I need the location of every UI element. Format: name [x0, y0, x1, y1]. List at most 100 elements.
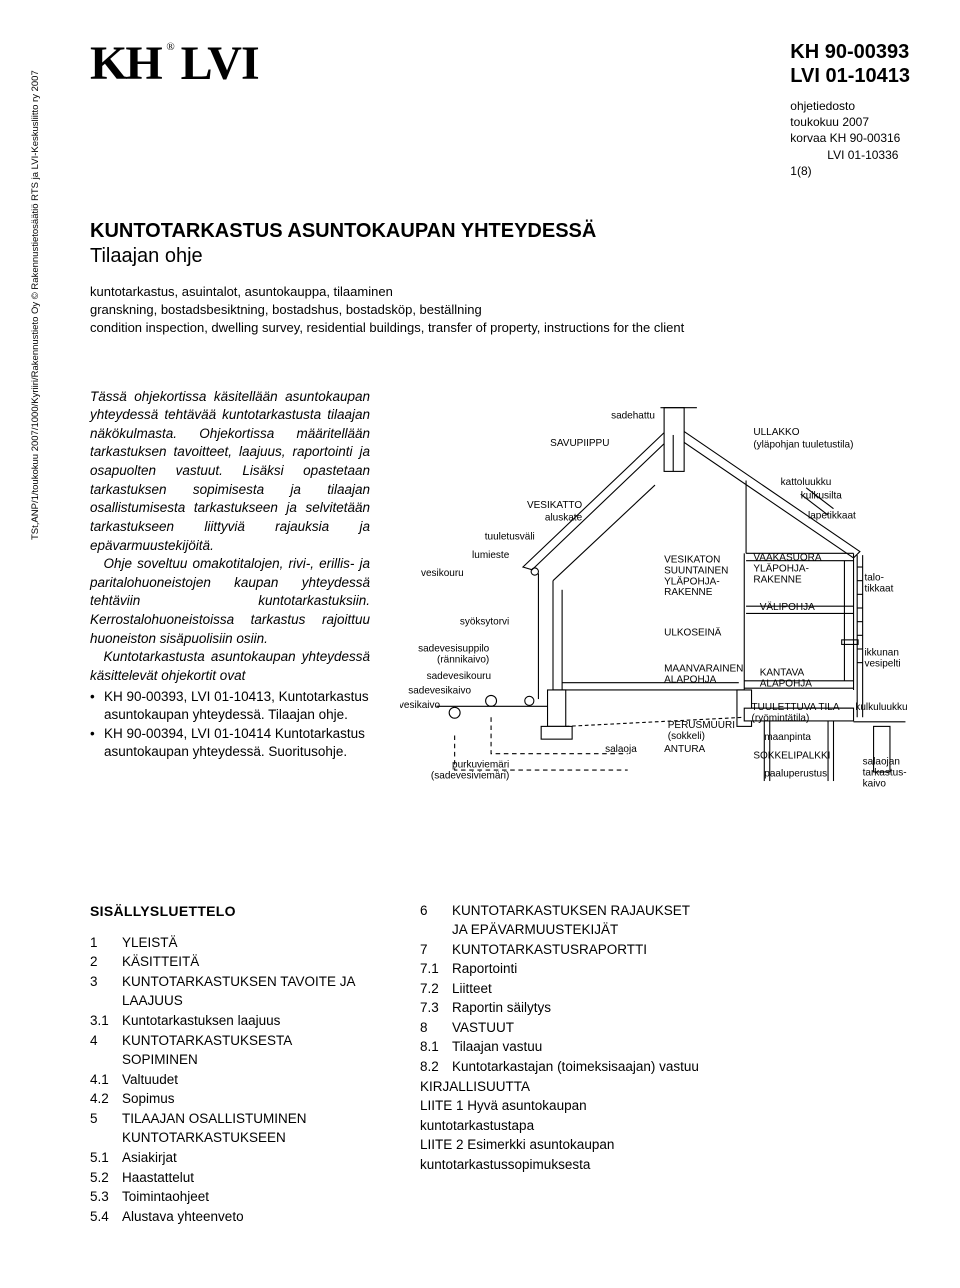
diagram-label: maanpinta	[764, 732, 811, 743]
toc-num: 8.2	[420, 1057, 452, 1077]
toc-num: 5.4	[90, 1207, 122, 1227]
toc-row: 5.3Toimintaohjeet	[90, 1187, 370, 1207]
diagram-label: kattoluukku	[781, 477, 832, 488]
diagram-label: kulkuluukku	[855, 702, 907, 713]
toc-row: 8.2Kuntotarkastajan (toimeksisaajan) vas…	[420, 1057, 700, 1077]
diagram-label: syöksytorvi	[460, 616, 509, 627]
toc-label: YLEISTÄ	[122, 933, 370, 953]
toc-label: TILAAJAN OSALLISTUMINEN KUNTOTARKASTUKSE…	[122, 1109, 370, 1148]
toc-num: 2	[90, 952, 122, 972]
toc-label: KUNTOTARKASTUSRAPORTTI	[452, 940, 700, 960]
toc-label: Alustava yhteenveto	[122, 1207, 370, 1227]
intro-bullet-1: KH 90-00393, LVI 01-10413, Kuntotarkastu…	[90, 688, 370, 725]
diagram-label: YLÄPOHJA-	[664, 575, 720, 587]
diagram-label: VESIKATON	[664, 554, 720, 565]
diagram-label: SOKKELIPALKKI	[753, 750, 830, 761]
toc-row: 8.1Tilaajan vastuu	[420, 1037, 700, 1057]
intro-bullet-2: KH 90-00394, LVI 01-10414 Kuntotarkastus…	[90, 725, 370, 762]
logo-registered: ®	[166, 42, 172, 53]
toc-row: 5.4Alustava yhteenveto	[90, 1207, 370, 1227]
toc-row: 7.3Raportin säilytys	[420, 998, 700, 1018]
toc-row: 7.1Raportointi	[420, 959, 700, 979]
doc-meta: ohjetiedosto toukokuu 2007 korvaa KH 90-…	[790, 98, 910, 179]
logo-group: KH ® LVI	[90, 40, 259, 88]
intro-bullets: KH 90-00393, LVI 01-10413, Kuntotarkastu…	[90, 688, 370, 763]
meta-replaces-2: LVI 01-10336	[790, 147, 910, 163]
diagram-label: VAAKASUORA	[753, 552, 821, 563]
diagram-label: ALAPOHJA	[760, 678, 813, 689]
toc-label: VASTUUT	[452, 1018, 700, 1038]
header: KH ® LVI KH 90-00393 LVI 01-10413 ohjeti…	[90, 40, 910, 179]
diagram-label: perusvesikaivo	[400, 700, 440, 711]
toc-label: Toimintaohjeet	[122, 1187, 370, 1207]
toc: SISÄLLYSLUETTELO 1YLEISTÄ2KÄSITTEITÄ3KUN…	[90, 901, 910, 1227]
toc-row: 6KUNTOTARKASTUKSEN RAJAUKSET JA EPÄVARMU…	[420, 901, 700, 940]
toc-label: Sopimus	[122, 1089, 370, 1109]
toc-row: 5TILAAJAN OSALLISTUMINEN KUNTOTARKASTUKS…	[90, 1109, 370, 1148]
diagram-label: kulkusilta	[801, 490, 843, 501]
diagram-label: VESIKATTO	[527, 499, 582, 510]
meta-page: 1(8)	[790, 163, 910, 179]
diagram-label: SAVUPIIPPU	[550, 437, 609, 448]
diagram-label: lapetikkaat	[808, 510, 856, 521]
diagram-label: ANTURA	[664, 743, 705, 754]
diagram-label: kaivo	[863, 778, 887, 789]
meta-type: ohjetiedosto	[790, 98, 910, 114]
keywords-sv: granskning, bostadsbesiktning, bostadshu…	[90, 301, 730, 319]
logo-kh: KH ®	[90, 40, 161, 88]
toc-row: 1YLEISTÄ	[90, 933, 370, 953]
diagram-label: (sadevesiviemäri)	[431, 770, 509, 781]
diagram-label: PERUSMUURI	[668, 720, 735, 731]
diagram-label: sadevesikouru	[427, 671, 491, 682]
toc-label: Tilaajan vastuu	[452, 1037, 700, 1057]
toc-row: 7.2Liitteet	[420, 979, 700, 999]
main-title: KUNTOTARKASTUS ASUNTOKAUPAN YHTEYDESSÄ	[90, 219, 910, 244]
sub-title: Tilaajan ohje	[90, 244, 910, 269]
toc-num: 3.1	[90, 1011, 122, 1031]
logo-kh-text: KH	[90, 37, 161, 90]
diagram-label: (rännikaivo)	[437, 654, 489, 665]
toc-num: 3	[90, 972, 122, 1011]
diagram-label: YLÄPOHJA-	[753, 562, 809, 574]
toc-row: 7KUNTOTARKASTUSRAPORTTI	[420, 940, 700, 960]
diagram-label: RAKENNE	[753, 574, 802, 585]
toc-row: 4.2Sopimus	[90, 1089, 370, 1109]
toc-num: 4.1	[90, 1070, 122, 1090]
diagram-label: SUUNTAINEN	[664, 565, 728, 576]
toc-num: 7.1	[420, 959, 452, 979]
diagram-label: tarkastus-	[863, 767, 907, 778]
toc-num: 7.3	[420, 998, 452, 1018]
toc-col-2: 6KUNTOTARKASTUKSEN RAJAUKSET JA EPÄVARMU…	[420, 901, 700, 1227]
toc-num: 8	[420, 1018, 452, 1038]
toc-row: 2KÄSITTEITÄ	[90, 952, 370, 972]
diagram-label: TUULETTUVA TILA	[752, 702, 840, 713]
meta-date: toukokuu 2007	[790, 114, 910, 130]
diagram-label: (sokkeli)	[668, 731, 705, 742]
diagram-label: paaluperustus	[764, 768, 827, 779]
toc-row: 4KUNTOTARKASTUKSESTA SOPIMINEN	[90, 1031, 370, 1070]
toc-label: KUNTOTARKASTUKSEN TAVOITE JA LAAJUUS	[122, 972, 370, 1011]
toc-label: KUNTOTARKASTUKSEN RAJAUKSET JA EPÄVARMUU…	[452, 901, 700, 940]
diagram-label: tuuletusväli	[485, 531, 535, 542]
toc-num: 8.1	[420, 1037, 452, 1057]
vertical-credit: TSt,ANP/1/toukokuu 2007/1000/Kyriiri/Rak…	[30, 0, 41, 540]
toc-num: 5.1	[90, 1148, 122, 1168]
toc-num: 6	[420, 901, 452, 940]
toc-num: 7.2	[420, 979, 452, 999]
diagram-label: aluskate	[545, 512, 583, 523]
toc-label: Haastattelut	[122, 1168, 370, 1188]
diagram-label: (ryömintätila)	[752, 712, 810, 723]
toc-label: Raportin säilytys	[452, 998, 700, 1018]
diagram-label: sadevesikaivo	[408, 685, 471, 696]
title-block: KUNTOTARKASTUS ASUNTOKAUPAN YHTEYDESSÄ T…	[90, 219, 910, 269]
toc-num: 5	[90, 1109, 122, 1148]
diagram-label: salaoja	[605, 743, 637, 754]
diagram-label: sadevesisuppilo	[418, 643, 490, 654]
toc-num: 4.2	[90, 1089, 122, 1109]
doc-code-1: KH 90-00393	[790, 40, 910, 64]
toc-label: LIITE 1 Hyvä asuntokaupan kuntotarkastus…	[420, 1096, 700, 1135]
toc-row: 5.2Haastattelut	[90, 1168, 370, 1188]
meta-replaces-1: korvaa KH 90-00316	[790, 130, 910, 146]
toc-label: KÄSITTEITÄ	[122, 952, 370, 972]
toc-num: 4	[90, 1031, 122, 1070]
